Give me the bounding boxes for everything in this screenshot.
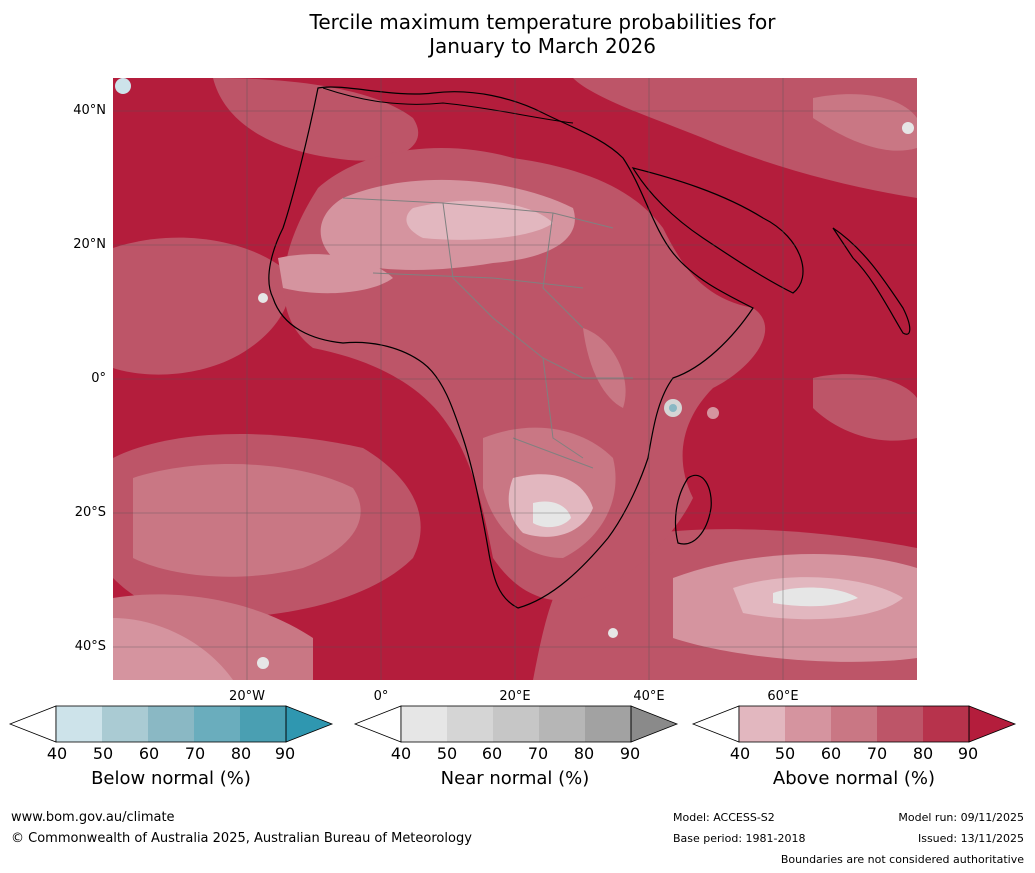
atlantic-sw-inner (113, 618, 233, 680)
cbar-above-seg-over (968, 705, 1017, 743)
cbar-above-tick-80: 80 (912, 744, 934, 763)
cbar-below-seg-over (285, 705, 334, 743)
lat-label-20n: 20°N (73, 237, 106, 252)
cbar-below-seg-40 (56, 706, 102, 742)
footer-website[interactable]: www.bom.gov.au/climate (11, 810, 175, 825)
madagascar-coastline (674, 474, 712, 545)
cbar-above-tick-70: 70 (866, 744, 888, 763)
cbar-below-seg-70 (194, 706, 240, 742)
cbar-near-outline (400, 705, 632, 743)
cbar-below-tick-80: 80 (230, 744, 252, 763)
speck-2 (258, 293, 268, 303)
cbar-below-seg-under (8, 705, 57, 743)
cbar-above-tick-60: 60 (820, 744, 842, 763)
cbar-above-tick-50: 50 (774, 744, 796, 763)
cbar-near-seg-70 (539, 706, 585, 742)
indian-near-normal-patch (773, 587, 858, 607)
cbar-below-seg-50 (102, 706, 148, 742)
cbar-near-title: Near normal (%) (440, 768, 590, 789)
cbar-below-seg-60 (148, 706, 194, 742)
cbar-above-seg-under (691, 705, 740, 743)
cbar-above-outline (738, 705, 970, 743)
cbar-below-tick-70: 70 (184, 744, 206, 763)
cbar-near-tick-40: 40 (390, 744, 412, 763)
central-asia-zone (813, 94, 917, 151)
lon-label-0: 0° (373, 689, 389, 704)
cbar-above-seg-80 (923, 706, 969, 742)
cbar-below-tick-50: 50 (92, 744, 114, 763)
southern-africa-near-normal (533, 501, 571, 528)
arabia-coastline (631, 167, 804, 294)
colorbar-above-svg (691, 705, 1017, 743)
cbar-above-seg-50 (785, 706, 831, 742)
med-north-coastline (322, 87, 574, 124)
map-svg (113, 78, 917, 680)
colorbar-below-normal (8, 705, 334, 743)
cbar-near-tick-70: 70 (527, 744, 549, 763)
cbar-near-tick-90: 90 (619, 744, 641, 763)
lon-label-20e: 20°E (499, 689, 531, 704)
title-line-2: January to March 2026 (429, 34, 656, 58)
cbar-below-tick-40: 40 (46, 744, 68, 763)
sahel-west-zone (278, 254, 393, 294)
footer-copyright: © Commonwealth of Australia 2025, Austra… (11, 831, 472, 846)
speck-5 (707, 407, 719, 419)
speck-1-below (669, 404, 677, 412)
colorbar-near-svg (353, 705, 679, 743)
cbar-near-tick-80: 80 (573, 744, 595, 763)
speck-3 (257, 657, 269, 669)
cbar-near-seg-60 (493, 706, 539, 742)
chart-title: Tercile maximum temperature probabilitie… (0, 10, 1035, 58)
footer-base-period: Base period: 1981-2018 (673, 832, 806, 845)
lat-label-40s: 40°S (74, 639, 106, 654)
atlantic-north-zone (113, 237, 290, 375)
lon-label-40e: 40°E (633, 689, 665, 704)
east-africa-zone (583, 328, 626, 408)
footer-model-run: Model run: 09/11/2025 (898, 811, 1024, 824)
lon-label-60e: 60°E (767, 689, 799, 704)
cbar-above-seg-70 (877, 706, 923, 742)
probability-map (113, 78, 917, 680)
lat-label-20s: 20°S (74, 505, 106, 520)
cbar-below-outline (55, 705, 287, 743)
footer-disclaimer: Boundaries are not considered authoritat… (780, 853, 1024, 866)
cbar-below-tick-90: 90 (274, 744, 296, 763)
colorbar-near-normal (353, 705, 679, 743)
cbar-near-seg-under (353, 705, 402, 743)
indian-east-zone (813, 374, 917, 441)
colorbar-below-svg (8, 705, 334, 743)
cbar-near-tick-50: 50 (436, 744, 458, 763)
speck-4 (608, 628, 618, 638)
cbar-below-seg-80 (240, 706, 286, 742)
colorbar-above-normal (691, 705, 1017, 743)
cbar-near-tick-60: 60 (481, 744, 503, 763)
cbar-above-seg-40 (739, 706, 785, 742)
cbar-near-seg-over (630, 705, 679, 743)
cbar-above-tick-90: 90 (957, 744, 979, 763)
cbar-below-title: Below normal (%) (91, 768, 251, 789)
cbar-above-seg-60 (831, 706, 877, 742)
title-line-1: Tercile maximum temperature probabilitie… (309, 10, 776, 34)
cbar-above-title: Above normal (%) (772, 768, 936, 789)
lon-label-20w: 20°W (229, 689, 265, 704)
sahara-core (406, 200, 553, 240)
footer-model: Model: ACCESS-S2 (673, 811, 775, 824)
cbar-above-tick-40: 40 (729, 744, 751, 763)
country-borders (342, 197, 633, 469)
cbar-below-tick-60: 60 (138, 744, 160, 763)
cbar-near-seg-40 (401, 706, 447, 742)
india-coastline (832, 227, 911, 335)
graticule (113, 78, 917, 680)
speck-7 (115, 78, 131, 94)
footer-issued: Issued: 13/11/2025 (917, 832, 1024, 845)
cbar-near-seg-80 (585, 706, 631, 742)
med-zone (213, 78, 419, 161)
speck-6 (902, 122, 914, 134)
lat-label-40n: 40°N (73, 103, 106, 118)
cbar-near-seg-50 (447, 706, 493, 742)
africa-coastline (268, 86, 754, 609)
lat-label-0: 0° (91, 371, 106, 386)
